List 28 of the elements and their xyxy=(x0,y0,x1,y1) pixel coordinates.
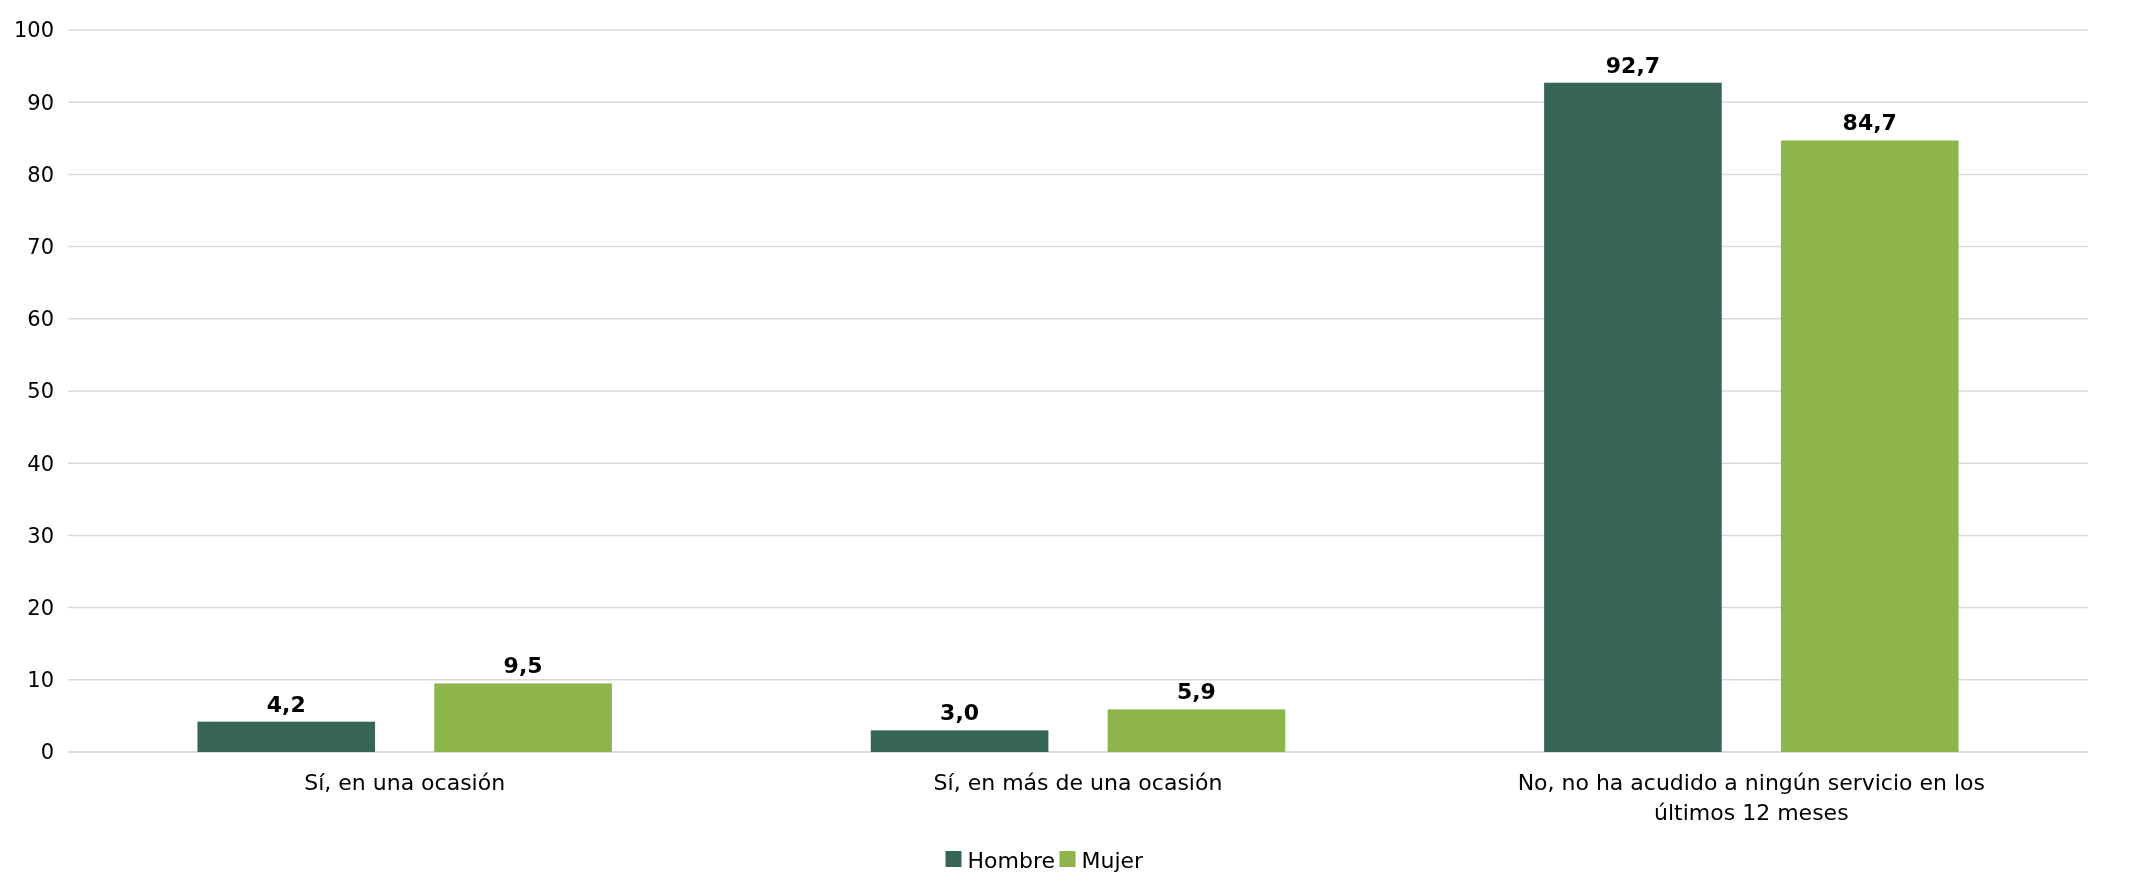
y-tick-label: 50 xyxy=(27,379,54,404)
y-tick-label: 60 xyxy=(27,307,54,332)
y-tick-label: 40 xyxy=(27,451,54,476)
data-label: 9,5 xyxy=(503,653,543,679)
y-tick-label: 70 xyxy=(27,234,54,259)
y-tick-label: 20 xyxy=(27,595,54,620)
y-tick-label: 90 xyxy=(27,90,54,115)
data-label: 4,2 xyxy=(266,691,306,717)
bar xyxy=(1780,140,1959,752)
x-tick-label: No, no ha acudido a ningún servicio en los últimos 12 meses xyxy=(1517,770,1986,825)
bar xyxy=(434,683,612,752)
legend-label: Hombre xyxy=(967,847,1055,873)
y-tick-label: 30 xyxy=(27,523,54,548)
data-label: 84,7 xyxy=(1842,110,1897,136)
y-tick-label: 0 xyxy=(40,740,54,765)
y-tick-label: 80 xyxy=(27,162,54,187)
bar xyxy=(870,730,1049,752)
bar xyxy=(1107,709,1286,752)
bar xyxy=(197,721,376,752)
data-label: 3,0 xyxy=(940,700,980,726)
data-label: 92,7 xyxy=(1605,52,1661,78)
legend-label: Mujer xyxy=(1081,847,1145,873)
x-tick-label: Sí, en una ocasión xyxy=(304,770,506,795)
data-label: 5,9 xyxy=(1176,679,1216,705)
bar xyxy=(1544,82,1722,752)
y-tick-label: 10 xyxy=(27,668,54,693)
x-tick-label: Sí, en más de una ocasión xyxy=(933,770,1223,795)
y-tick-label: 100 xyxy=(13,18,54,43)
